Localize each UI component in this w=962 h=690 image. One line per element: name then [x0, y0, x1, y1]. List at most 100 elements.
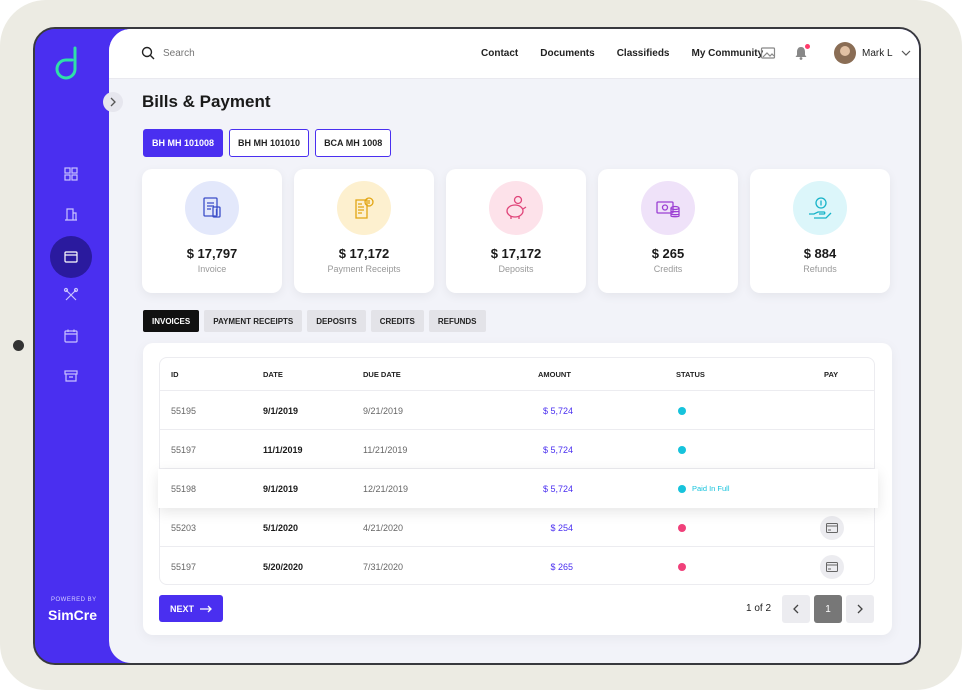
row-status	[678, 508, 686, 547]
card-icon-circle	[793, 181, 847, 235]
row-amount: $ 265	[550, 561, 573, 572]
row-due-date: 12/21/2019	[363, 483, 409, 494]
card-value: $ 17,172	[338, 246, 390, 261]
search-bar	[141, 46, 263, 60]
app-logo-icon	[55, 46, 77, 80]
page-title: Bills & Payment	[142, 92, 271, 111]
billing-icon[interactable]	[50, 236, 92, 278]
powered-by-label: POWERED BY	[51, 597, 97, 603]
gallery-icon[interactable]	[760, 45, 776, 61]
row-id: 55198	[171, 483, 197, 494]
tab-payment-receipts[interactable]: PAYMENT RECEIPTS	[204, 310, 303, 332]
row-due-date: 7/31/2020	[363, 561, 404, 572]
search-icon	[141, 46, 155, 60]
next-page-button[interactable]	[846, 595, 874, 623]
status-text: Paid In Full	[692, 484, 730, 493]
brand-name: SimCre	[48, 607, 98, 623]
row-status	[678, 547, 686, 586]
refunds-card[interactable]: $ 884 Refunds	[750, 169, 890, 293]
card-value: $ 884	[803, 246, 837, 261]
card-label: Deposits	[498, 264, 534, 274]
table-row[interactable]: 55195 9/1/2019 9/21/2019 $ 5,724	[160, 391, 874, 430]
card-icon-circle	[337, 181, 391, 235]
account-tab[interactable]: BH MH 101010	[229, 129, 310, 157]
top-bar: Contact Documents Classifieds My Communi…	[109, 29, 919, 79]
card-label: Invoice	[197, 264, 227, 274]
row-amount: $ 254	[550, 522, 573, 533]
invoice-icon	[203, 197, 221, 218]
tab-refunds[interactable]: REFUNDS	[428, 310, 486, 332]
user-name[interactable]: Mark L	[862, 48, 893, 59]
row-id: 55203	[171, 522, 197, 533]
card-icon-circle	[185, 181, 239, 235]
credit-card-icon	[826, 561, 838, 572]
card-label: Payment Receipts	[327, 264, 401, 274]
main-content: Contact Documents Classifieds My Communi…	[103, 29, 919, 663]
row-due-date: 9/21/2019	[363, 405, 404, 416]
next-button[interactable]: NEXT	[159, 595, 223, 622]
table-row[interactable]: 55203 5/1/2020 4/21/2020 $ 254	[160, 508, 874, 547]
building-icon[interactable]	[49, 194, 93, 234]
dashboard-icon[interactable]	[49, 154, 93, 194]
search-input[interactable]	[163, 47, 263, 59]
row-date: 5/20/2020	[263, 561, 304, 572]
piggy-bank-icon	[506, 195, 527, 219]
prev-page-button[interactable]	[782, 595, 810, 623]
calendar-icon[interactable]	[49, 316, 93, 356]
table-row[interactable]: 55198 9/1/2019 12/21/2019 $ 5,724 Paid I…	[158, 469, 878, 508]
tab-deposits[interactable]: DEPOSITS	[307, 310, 366, 332]
card-label: Credits	[653, 264, 683, 274]
payment-receipts-card[interactable]: $ 17,172 Payment Receipts	[294, 169, 434, 293]
top-nav: Contact Documents Classifieds My Communi…	[481, 48, 763, 59]
chevron-right-icon	[857, 604, 863, 614]
tab-invoices[interactable]: INVOICES	[143, 310, 200, 332]
row-id: 55195	[171, 405, 197, 416]
chevron-down-icon[interactable]	[901, 49, 911, 57]
pay-button[interactable]	[820, 554, 844, 579]
account-tab[interactable]: BCA MH 1008	[315, 129, 392, 157]
row-id: 55197	[171, 444, 197, 455]
archive-icon[interactable]	[49, 356, 93, 396]
bell-icon[interactable]	[793, 45, 809, 61]
row-status: Paid In Full	[678, 469, 730, 508]
tab-credits[interactable]: CREDITS	[370, 310, 424, 332]
pay-button[interactable]	[820, 515, 844, 540]
account-tab[interactable]: BH MH 101008	[143, 129, 224, 157]
table-row[interactable]: 55197 5/20/2020 7/31/2020 $ 265	[160, 547, 874, 586]
card-value: $ 265	[651, 246, 685, 261]
sidebar-toggle-button[interactable]	[103, 92, 123, 112]
credits-card[interactable]: $ 265 Credits	[598, 169, 738, 293]
row-pay	[820, 547, 844, 586]
credits-icon	[656, 201, 680, 218]
arrow-right-icon	[200, 605, 212, 612]
card-icon-circle	[641, 181, 695, 235]
receipt-icon	[355, 197, 374, 219]
column-header-amount: AMOUNT	[538, 369, 571, 379]
status-dot	[678, 484, 686, 493]
status-dot	[678, 562, 686, 571]
row-date: 9/1/2019	[263, 483, 299, 494]
avatar[interactable]	[834, 42, 856, 64]
status-dot	[678, 445, 686, 454]
row-amount: $ 5,724	[542, 483, 573, 494]
nav-contact[interactable]: Contact	[481, 48, 519, 59]
status-dot	[678, 523, 686, 532]
row-due-date: 4/21/2020	[363, 522, 404, 533]
home-button	[13, 340, 24, 351]
notification-dot	[805, 44, 810, 49]
nav-documents[interactable]: Documents	[540, 48, 595, 59]
chevron-right-icon	[110, 97, 116, 107]
table-row[interactable]: 55197 11/1/2019 11/21/2019 $ 5,724	[160, 430, 874, 469]
nav-my-community[interactable]: My Community	[691, 48, 764, 59]
deposits-card[interactable]: $ 17,172 Deposits	[446, 169, 586, 293]
account-tabs: BH MH 101008 BH MH 101010 BCA MH 1008	[143, 129, 392, 157]
row-amount: $ 5,724	[542, 444, 573, 455]
list-tabs: INVOICES PAYMENT RECEIPTS DEPOSITS CREDI…	[143, 310, 486, 332]
invoice-card[interactable]: $ 17,797 Invoice	[142, 169, 282, 293]
card-label: Refunds	[803, 264, 837, 274]
page-number-button[interactable]: 1	[814, 595, 842, 623]
row-date: 9/1/2019	[263, 405, 299, 416]
tools-icon[interactable]	[49, 275, 93, 315]
nav-classifieds[interactable]: Classifieds	[616, 48, 670, 59]
